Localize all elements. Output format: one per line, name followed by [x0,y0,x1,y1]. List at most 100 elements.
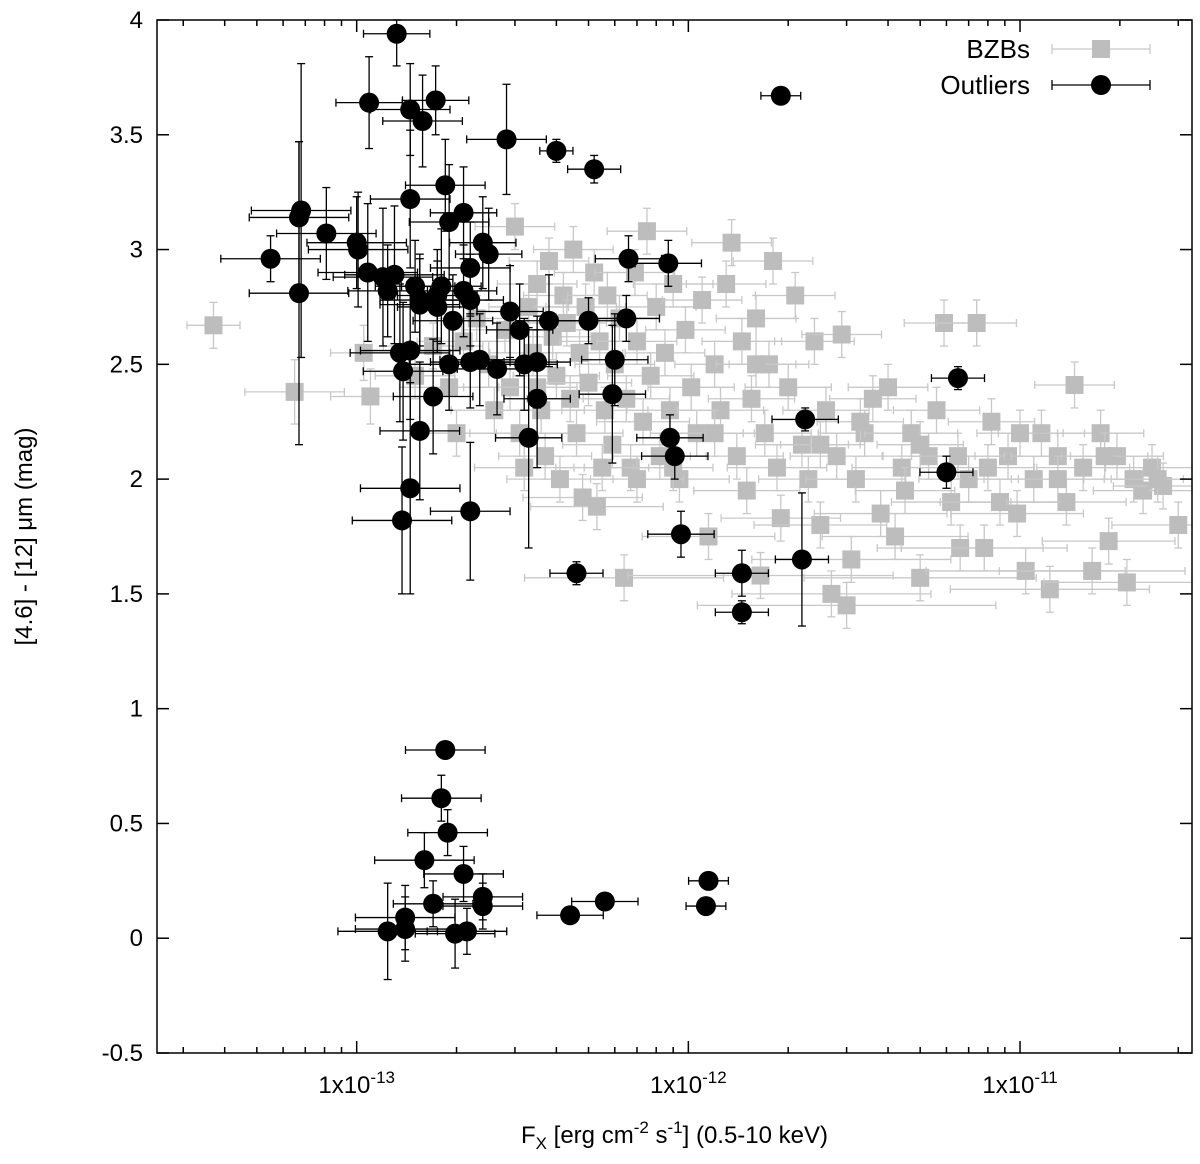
bzb-point [529,483,664,531]
bzb-marker [285,382,304,401]
outlier-point [442,882,524,930]
bzb-point [949,565,1150,613]
outlier-marker [400,478,421,499]
outlier-marker [594,891,615,912]
bzb-marker [361,387,380,406]
outlier-point [476,264,544,359]
bzb-marker [1083,561,1102,580]
bzb-point [566,271,648,320]
bzb-marker [747,355,766,374]
bzb-marker [676,320,695,339]
outlier-marker [316,223,337,244]
bzb-marker [655,343,674,362]
outlier-point [566,154,622,184]
y-tick-label: 3 [130,237,143,264]
outlier-marker [496,129,517,150]
bzb-marker [999,447,1018,466]
y-tick-label: 1.5 [110,581,143,608]
bzb-marker [879,378,898,397]
outlier-marker [560,905,581,926]
bzb-marker [816,401,835,420]
bzb-point [532,225,614,274]
bzb-point [522,473,643,522]
outlier-marker [460,290,481,311]
bzb-marker [851,412,870,431]
bzb-marker [832,325,851,344]
bzb-point [876,421,964,469]
bzb-point [950,489,1085,538]
bzb-marker [505,217,524,236]
outlier-point [426,907,508,955]
legend-symbol-outliers [1051,75,1151,95]
outlier-point [714,600,770,625]
bzb-marker [536,447,555,466]
outlier-marker [431,788,452,809]
bzb-point [731,570,932,618]
outlier-marker [409,294,430,315]
bzb-marker [1095,447,1114,466]
bzb-marker [1040,580,1059,599]
outlier-point [503,329,571,469]
bzb-point [813,489,948,538]
outlier-point [423,845,505,903]
outlier-point [404,739,486,760]
outlier-marker [795,409,816,430]
bzb-point [1060,432,1149,480]
outlier-point [634,239,703,287]
outlier-marker [546,140,567,161]
y-tick-label: 3.5 [110,122,143,149]
outlier-point [436,253,505,347]
bzb-marker [447,424,466,443]
outlier-point [439,313,521,407]
bzb-marker [1169,516,1188,535]
outlier-marker [386,23,407,44]
outlier-marker [664,446,685,467]
bzb-marker [693,291,712,310]
bzb-marker [727,447,746,466]
outlier-point [919,455,974,489]
bzb-point [726,444,828,492]
outlier-marker [456,921,477,942]
bzb-point [661,276,743,324]
outlier-point [592,294,661,343]
bzb-marker [827,447,846,466]
outlier-marker [392,510,413,531]
bzb-marker [647,297,666,316]
bzb-marker [564,240,583,259]
bzb-marker [764,252,783,271]
outlier-marker [478,244,499,265]
bzb-point [555,444,650,492]
outlier-point [714,549,770,597]
bzb-point [801,310,883,359]
outlier-marker [439,354,460,375]
bzb-marker [811,516,830,535]
bzb-marker [948,447,967,466]
outlier-series [220,19,986,981]
plot-frame [156,19,1193,1054]
outlier-point [760,85,802,106]
outlier-marker [659,427,680,448]
outlier-marker [393,361,414,382]
outlier-marker [439,212,460,233]
bzb-marker [717,274,736,293]
outlier-point [407,809,489,857]
outlier-marker [698,870,719,891]
legend-label-bzbs: BZBs [966,34,1030,64]
bzb-marker [1117,573,1136,592]
outlier-marker [469,349,490,370]
bzb-point [644,306,726,354]
outlier-point [392,880,474,928]
outlier-point [771,407,839,432]
bzb-marker [842,550,861,569]
outlier-point [685,896,727,917]
outlier-point [408,163,490,281]
outlier-point [571,891,639,912]
outlier-marker [423,893,444,914]
outlier-point [354,896,456,962]
outlier-marker [658,253,679,274]
outlier-marker [435,175,456,196]
outlier-marker [947,368,968,389]
x-tick-label: 1x10-12 [650,1068,727,1099]
bzb-marker [595,401,614,420]
x-label-mid: s [649,1122,668,1149]
